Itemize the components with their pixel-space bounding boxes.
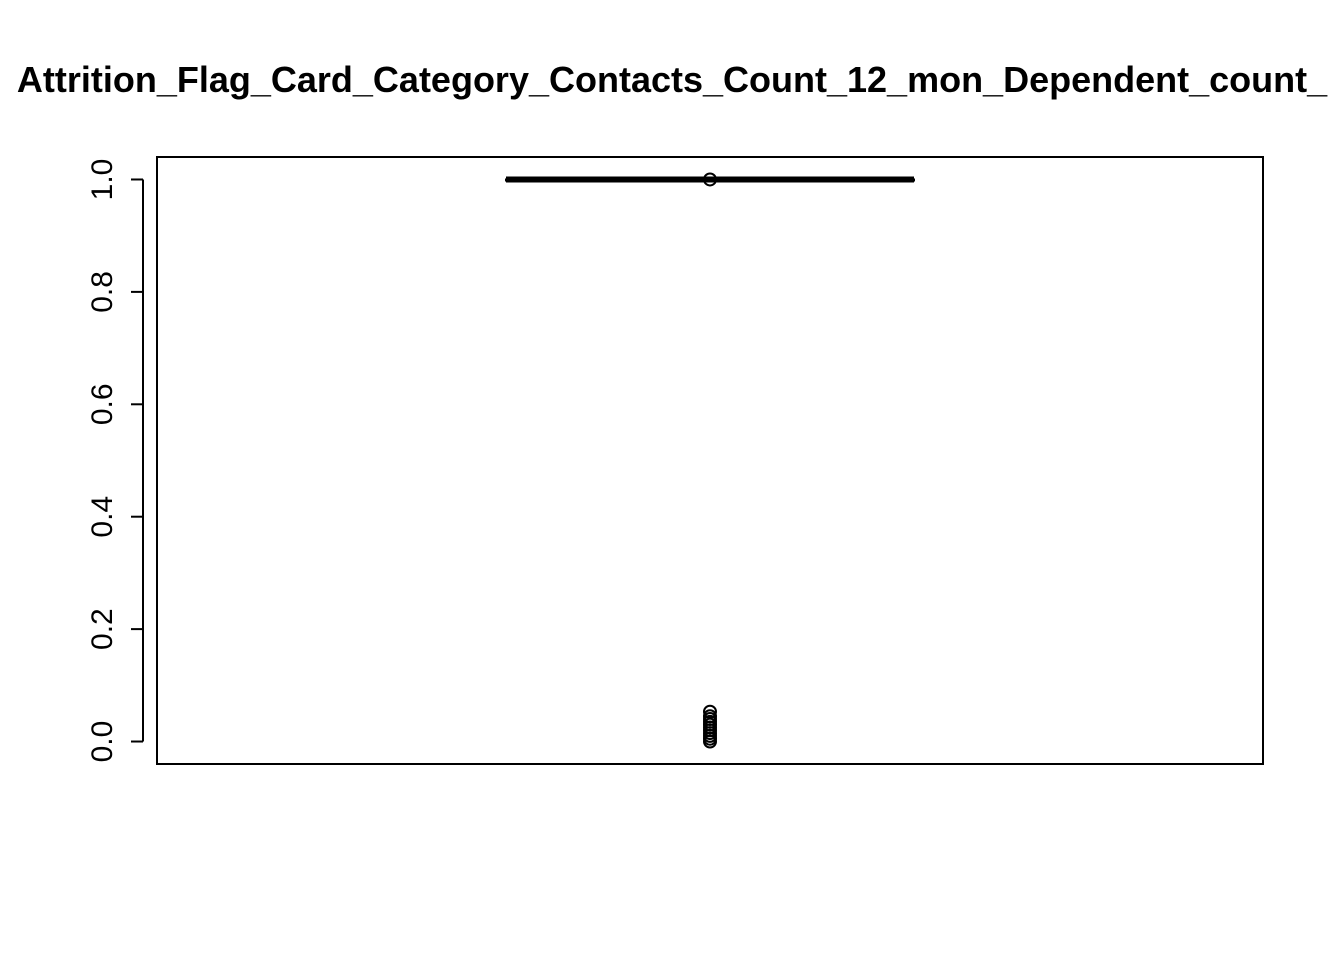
y-tick-label: 0.4 bbox=[86, 496, 119, 538]
y-axis: 0.0 0.2 0.4 0.6 0.8 1.0 bbox=[86, 159, 144, 763]
outlier-group bbox=[703, 172, 717, 749]
y-tick-label: 0.0 bbox=[86, 721, 119, 763]
y-tick-label: 0.2 bbox=[86, 608, 119, 650]
outlier-point bbox=[703, 172, 717, 187]
outlier-point bbox=[703, 734, 717, 749]
chart-title: Attrition_Flag_Card_Category_Contacts_Co… bbox=[16, 59, 1328, 100]
y-tick-label: 0.8 bbox=[86, 271, 119, 313]
y-tick-label: 0.6 bbox=[86, 383, 119, 425]
box-group bbox=[505, 176, 915, 183]
plot-frame bbox=[156, 156, 1264, 765]
y-tick-label: 1.0 bbox=[86, 159, 119, 201]
